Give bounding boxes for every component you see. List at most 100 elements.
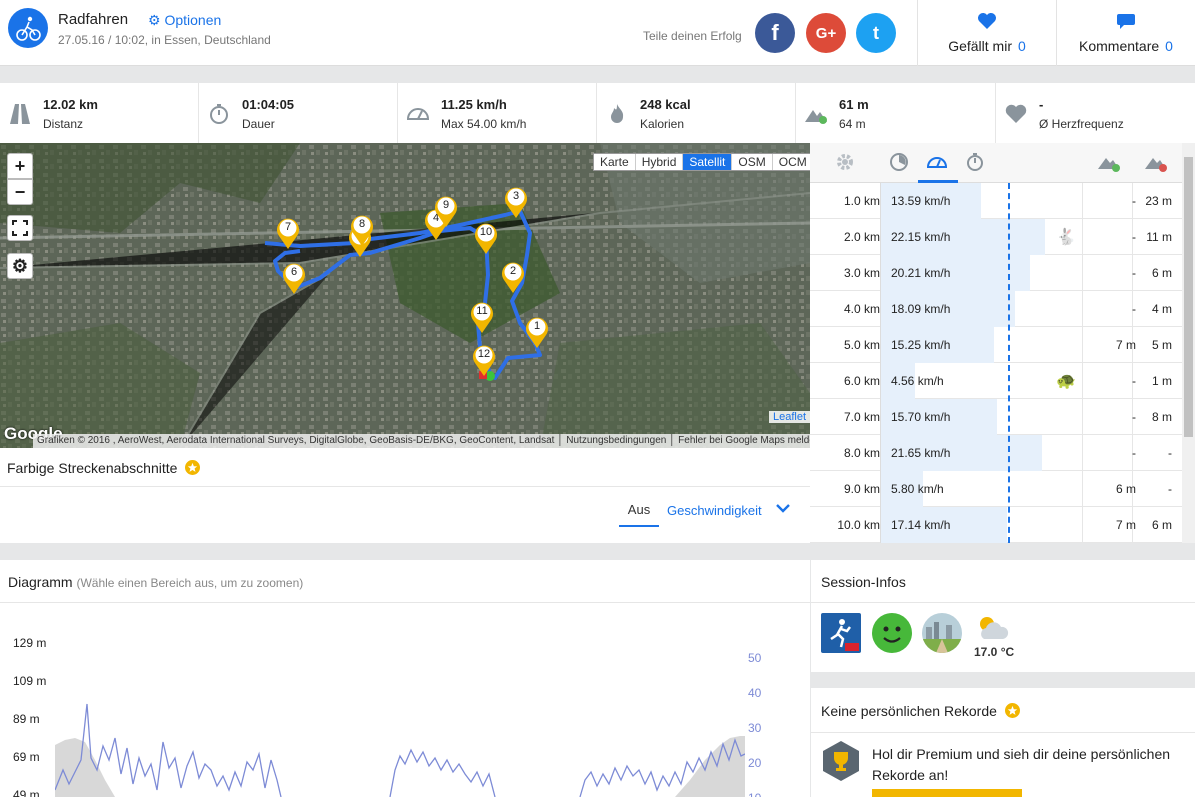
map-attribution[interactable]: Grafiken © 2016 , AeroWest, Aerodata Int… xyxy=(33,434,810,448)
column-divider xyxy=(1132,219,1133,255)
route-marker[interactable]: 3 xyxy=(503,185,529,219)
stopwatch-icon[interactable] xyxy=(964,151,986,173)
leaflet-link[interactable]: Leaflet xyxy=(769,411,811,423)
column-divider xyxy=(1082,183,1083,219)
route-marker[interactable]: 11 xyxy=(469,300,495,334)
map-layer-ocm[interactable]: OCM xyxy=(778,155,807,169)
split-row[interactable]: 5.0 km 15.25 km/h 7 m 5 m xyxy=(810,327,1182,363)
split-elevation-up: - xyxy=(1132,446,1136,460)
split-elevation-down: 8 m xyxy=(1151,410,1172,424)
column-divider xyxy=(1132,255,1133,291)
y-axis-tick-right: 10 xyxy=(748,791,761,797)
split-elevation-down: 4 m xyxy=(1151,302,1172,316)
scrollbar-thumb[interactable] xyxy=(1184,157,1193,437)
diagram-title-text: Diagramm xyxy=(8,574,73,590)
map-layer-switch: Karte Hybrid Satellit OSM OCM xyxy=(593,153,814,171)
elevation-area xyxy=(675,736,745,797)
split-km: 10.0 km xyxy=(837,518,880,532)
tab-speed[interactable]: Geschwindigkeit xyxy=(667,503,762,518)
split-row[interactable]: 9.0 km 5.80 km/h 6 m - xyxy=(810,471,1182,507)
column-divider xyxy=(1082,255,1083,291)
route-marker[interactable]: 9 xyxy=(433,194,459,228)
column-divider xyxy=(1132,399,1133,435)
active-tab-indicator xyxy=(918,180,958,183)
split-elevation-down: - xyxy=(1168,446,1172,460)
route-marker-label: 2 xyxy=(509,265,517,277)
route-marker-label: 6 xyxy=(290,266,298,278)
fullscreen-button[interactable] xyxy=(7,215,33,241)
split-km: 6.0 km xyxy=(843,374,880,388)
column-divider xyxy=(1082,219,1083,255)
split-row[interactable]: 1.0 km 13.59 km/h -23 m xyxy=(810,183,1182,219)
share-label: Teile deinen Erfolg xyxy=(643,29,742,43)
diagram-chart[interactable] xyxy=(55,700,745,797)
diagram-hint: (Wähle einen Bereich aus, um zu zoomen) xyxy=(76,576,304,590)
session-info-panel xyxy=(811,560,1195,672)
map-layer-karte[interactable]: Karte xyxy=(594,154,636,170)
route-marker[interactable]: 2 xyxy=(500,260,526,294)
map-layer-satellit[interactable]: Satellit xyxy=(683,154,733,170)
route-marker[interactable]: 1 xyxy=(524,315,550,349)
split-elevation-down: 1 m xyxy=(1151,374,1172,388)
weather-temperature: 17.0 °C xyxy=(974,645,1015,659)
split-row[interactable]: 3.0 km 20.21 km/h - 6 m xyxy=(810,255,1182,291)
split-speed: 20.21 km/h xyxy=(891,266,951,280)
options-link[interactable]: ⚙ Optionen xyxy=(148,12,221,29)
route-marker[interactable]: 8 xyxy=(349,213,375,247)
divider xyxy=(811,732,1195,733)
elevation-down-icon xyxy=(1144,151,1167,173)
map-layer-osm[interactable]: OSM xyxy=(732,154,773,170)
split-row[interactable]: 4.0 km 18.09 km/h - 4 m xyxy=(810,291,1182,327)
weather-cloudy-icon xyxy=(976,613,1010,643)
split-elevation-up: 7 m xyxy=(1115,338,1136,352)
gear-icon[interactable] xyxy=(834,151,856,173)
stat-label: Ø Herzfrequenz xyxy=(1039,117,1124,131)
route-map[interactable]: 123456789101112 xyxy=(0,143,810,448)
divider xyxy=(0,602,810,603)
chevron-down-icon[interactable] xyxy=(774,499,792,522)
map-settings-button[interactable]: ⚙ xyxy=(7,253,33,279)
diagram-panel[interactable] xyxy=(0,560,810,797)
split-elevation-down: - xyxy=(1168,482,1172,496)
tab-off[interactable]: Aus xyxy=(619,502,659,527)
split-row[interactable]: 7.0 km 15.70 km/h - 8 m xyxy=(810,399,1182,435)
speed-bar xyxy=(880,183,981,219)
column-divider xyxy=(1082,363,1083,399)
column-divider xyxy=(1132,363,1133,399)
speed-line xyxy=(55,703,282,797)
like-button[interactable]: Gefällt mir 0 xyxy=(918,12,1056,54)
pace-icon[interactable] xyxy=(888,151,910,173)
split-km: 8.0 km xyxy=(843,446,880,460)
split-elevation-up: - xyxy=(1132,374,1136,388)
route-marker[interactable]: 12 xyxy=(471,343,497,377)
zoom-out-button[interactable]: − xyxy=(7,179,33,205)
zoom-in-button[interactable]: + xyxy=(7,153,33,179)
map-layer-hybrid[interactable]: Hybrid xyxy=(636,154,684,170)
route-marker[interactable]: 7 xyxy=(275,216,301,250)
session-info-title: Session-Infos xyxy=(821,574,906,590)
facebook-share-button[interactable]: f xyxy=(755,13,795,53)
split-km: 1.0 km xyxy=(843,194,880,208)
route-marker[interactable]: 10 xyxy=(473,221,499,255)
premium-button[interactable] xyxy=(872,789,1022,797)
split-elevation-up: - xyxy=(1132,194,1136,208)
gear-icon: ⚙ xyxy=(11,255,29,276)
elevation-icon xyxy=(805,110,827,124)
route-marker-label: 7 xyxy=(284,221,292,233)
split-row[interactable]: 2.0 km 22.15 km/h -11 m 🐇 xyxy=(810,219,1182,255)
googleplus-share-button[interactable]: G+ xyxy=(806,13,846,53)
speedometer-icon[interactable] xyxy=(926,151,948,173)
split-row[interactable]: 10.0 km 17.14 km/h 7 m 6 m xyxy=(810,507,1182,543)
cycling-icon xyxy=(8,8,48,48)
split-elevation-down: 11 m xyxy=(1146,230,1172,244)
activity-title: Radfahren xyxy=(58,11,129,28)
twitter-share-button[interactable]: t xyxy=(856,13,896,53)
stopwatch-icon xyxy=(210,104,228,124)
speed-bar xyxy=(880,507,1007,543)
heart-icon xyxy=(978,13,996,29)
rabbit-icon: 🐇 xyxy=(1056,229,1076,246)
split-row[interactable]: 8.0 km 21.65 km/h - - xyxy=(810,435,1182,471)
comments-button[interactable]: Kommentare 0 xyxy=(1057,12,1195,54)
route-marker[interactable]: 6 xyxy=(281,261,307,295)
split-row[interactable]: 6.0 km 4.56 km/h - 1 m 🐢 xyxy=(810,363,1182,399)
